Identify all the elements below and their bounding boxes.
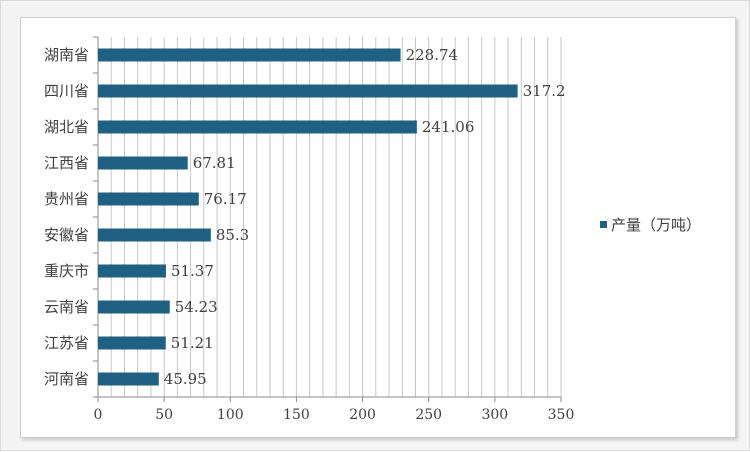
category-separators [93, 36, 98, 398]
legend-label: 产量（万吨） [611, 216, 701, 234]
category-label: 江西省 [44, 154, 89, 172]
data-label: 317.2 [523, 82, 566, 100]
data-label: 51.37 [171, 262, 214, 280]
data-label: 45.95 [164, 370, 207, 388]
legend: 产量（万吨） [600, 216, 701, 234]
data-label: 241.06 [422, 118, 475, 136]
bar [98, 192, 199, 206]
category-label: 重庆市 [44, 262, 89, 280]
x-tick-label: 200 [349, 407, 376, 423]
x-tick-label: 100 [217, 407, 244, 423]
category-label: 贵州省 [44, 190, 89, 208]
bar [98, 228, 211, 242]
bar [98, 156, 188, 170]
bar [98, 300, 170, 314]
data-label: 54.23 [175, 298, 218, 316]
x-tick-label: 0 [94, 407, 103, 423]
category-label: 四川省 [44, 82, 89, 100]
bar [98, 120, 417, 134]
data-label: 228.74 [406, 46, 459, 64]
data-label: 85.3 [216, 226, 249, 244]
x-tick-label: 350 [548, 407, 575, 423]
category-label: 云南省 [44, 298, 89, 316]
category-label: 安徽省 [44, 226, 89, 244]
data-label: 76.17 [204, 190, 247, 208]
legend-marker [600, 221, 607, 228]
x-tick-label: 50 [155, 407, 173, 423]
data-label: 51.21 [171, 334, 214, 352]
bar [98, 264, 166, 278]
x-tick-label: 150 [283, 407, 310, 423]
x-tick-label: 250 [415, 407, 442, 423]
data-label: 67.81 [193, 154, 236, 172]
bar [98, 372, 159, 386]
bar [98, 336, 166, 350]
bar [98, 84, 518, 98]
bar [98, 48, 401, 62]
x-tick-label: 300 [481, 407, 508, 423]
category-label: 湖南省 [44, 46, 89, 64]
category-label: 江苏省 [44, 334, 89, 352]
category-label: 河南省 [44, 370, 89, 388]
category-label: 湖北省 [44, 118, 89, 136]
